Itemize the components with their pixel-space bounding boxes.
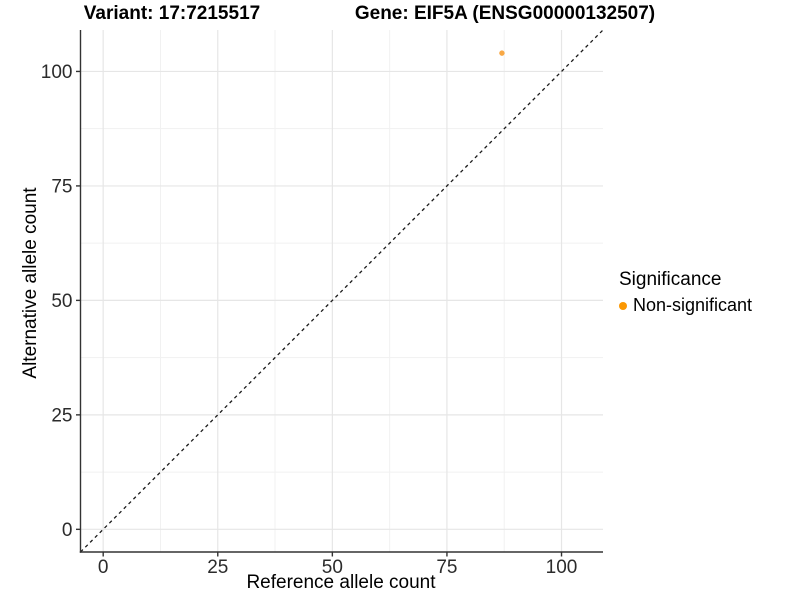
legend-point-icon (619, 301, 627, 310)
x-tick-label: 50 (322, 557, 343, 578)
x-axis-title: Reference allele count (246, 572, 436, 593)
y-tick-label: 50 (51, 291, 72, 312)
legend-item: Non-significant (619, 295, 752, 316)
legend-title: Significance (619, 269, 722, 290)
x-tick-label: 25 (207, 557, 228, 578)
y-tick-label: 75 (51, 176, 72, 197)
data-point (499, 50, 505, 56)
y-tick-label: 100 (41, 62, 73, 83)
legend: Significance Non-significant (619, 268, 752, 316)
y-tick-label: 25 (51, 405, 72, 426)
x-tick-label: 100 (546, 557, 578, 578)
y-tick-label: 0 (62, 520, 73, 541)
y-axis-title: Alternative allele count (20, 187, 41, 379)
identity-line (80, 29, 604, 553)
x-tick-label: 75 (436, 557, 457, 578)
x-tick-label: 0 (98, 557, 109, 578)
plot-title-variant: Variant: 17:7215517 (83, 3, 261, 24)
plot-title-gene: Gene: EIF5A (ENSG00000132507) (354, 3, 656, 24)
legend-item-label: Non-significant (633, 295, 753, 315)
